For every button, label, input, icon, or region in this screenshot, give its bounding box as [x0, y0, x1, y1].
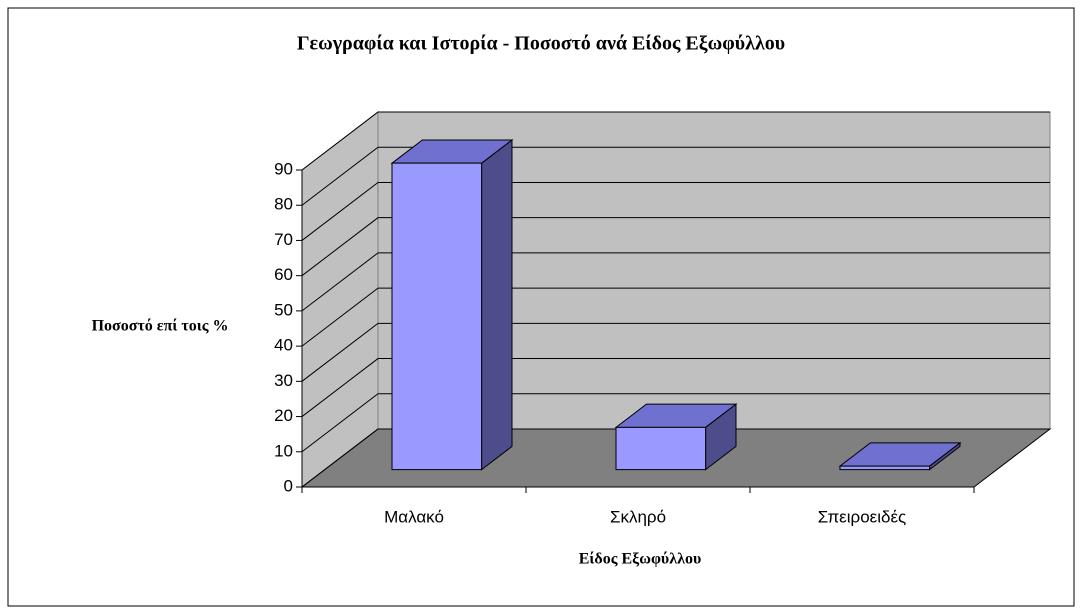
grid-line: [301, 428, 1050, 488]
y-tick-label: 10: [274, 441, 293, 460]
x-axis-label: Είδος Εξωφύλλου: [579, 551, 702, 568]
grid-line: [301, 358, 1050, 417]
grid-line: [301, 146, 1050, 206]
y-tick-label: 60: [274, 265, 293, 284]
y-tick-label: 50: [274, 300, 293, 319]
y-tick-label: 80: [274, 195, 293, 214]
grid-line: [301, 111, 1050, 171]
grid-line: [301, 322, 1050, 382]
bar-side: [481, 138, 513, 471]
grid-line: [301, 252, 1050, 312]
x-tick-label: Μαλακό: [384, 507, 444, 526]
y-tick-label: 30: [274, 371, 293, 390]
bar-front: [391, 162, 483, 471]
bar-front: [839, 465, 931, 471]
chart-title: Γεωγραφία και Ιστορία - Ποσοστό ανά Είδο…: [297, 33, 785, 55]
y-tick-label: 20: [274, 406, 293, 425]
bar: [390, 138, 514, 471]
grid-line: [301, 393, 1050, 453]
bar-front: [615, 426, 707, 471]
bar: [614, 403, 738, 471]
y-tick-label: 40: [274, 336, 293, 355]
x-tick-label: Σπειροειδές: [818, 507, 907, 526]
y-tick-label: 0: [284, 476, 293, 495]
grid-line: [301, 287, 1050, 347]
grid-line: [301, 181, 1050, 241]
y-tick-label: 90: [274, 159, 293, 178]
y-axis-label: Ποσοστό επί τοις %: [92, 318, 229, 335]
y-tick-label: 70: [274, 230, 293, 249]
grid-line: [301, 217, 1050, 277]
side-wall: [301, 110, 379, 489]
bar: [838, 441, 962, 471]
x-tick-label: Σκληρό: [610, 507, 666, 526]
